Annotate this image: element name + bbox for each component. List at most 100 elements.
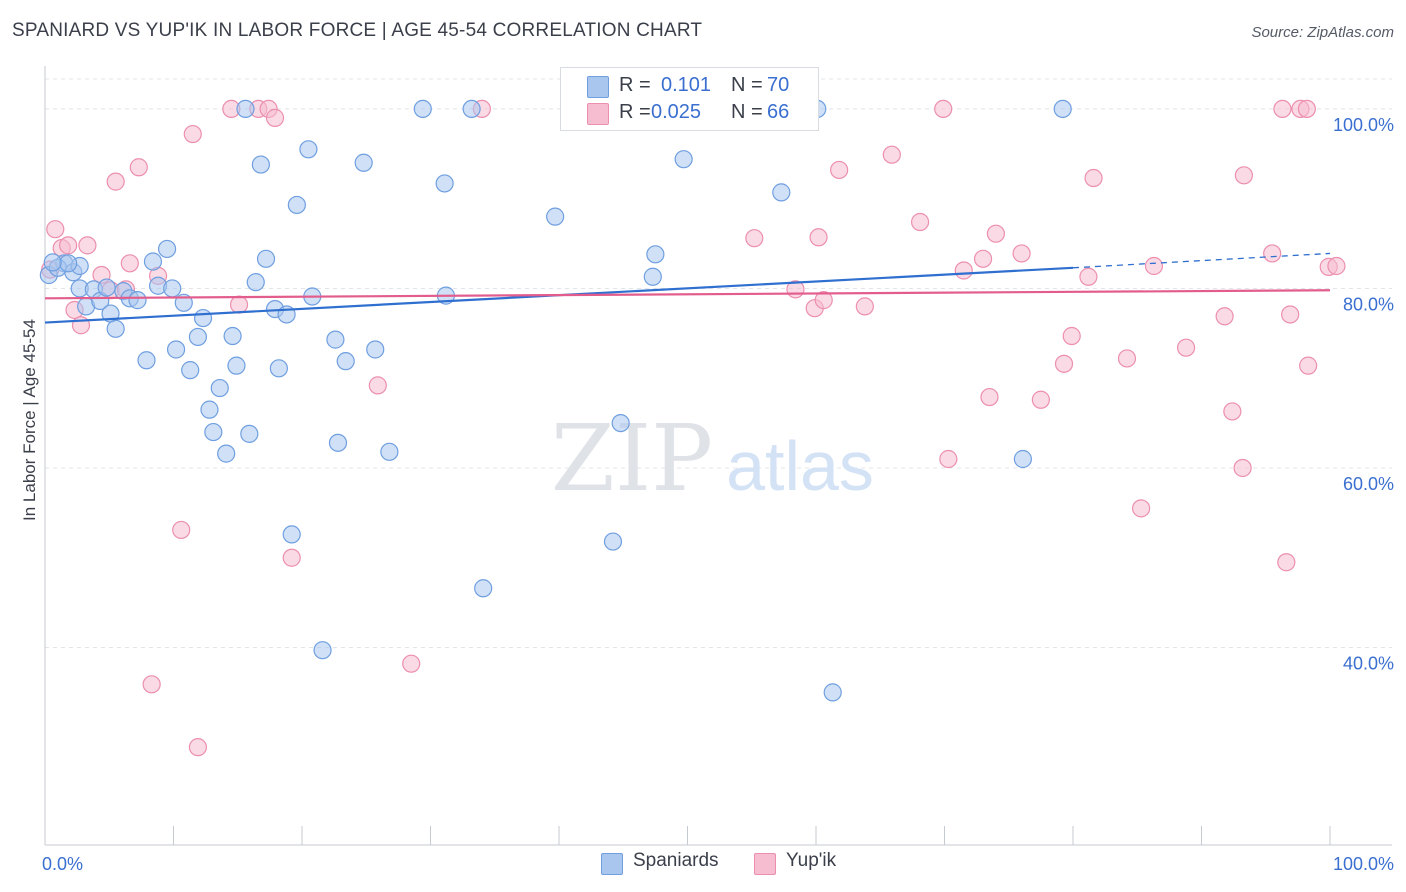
- yupik-point: [188, 738, 208, 757]
- spaniards-point: [354, 153, 373, 172]
- x-tick-label-min: 0.0%: [42, 854, 83, 874]
- yupik-point: [1079, 267, 1098, 286]
- yupik-point: [142, 675, 161, 694]
- yupik-point: [855, 297, 874, 316]
- spaniards-trend-extension: [1072, 252, 1331, 269]
- spaniards-point: [313, 641, 332, 660]
- spaniards-swatch: [587, 76, 609, 98]
- yupik-n-value: 66: [767, 101, 790, 123]
- yupik-point: [830, 160, 849, 180]
- yupik-point: [1273, 99, 1292, 119]
- yupik-point: [1215, 307, 1234, 326]
- spaniards-point: [59, 254, 78, 273]
- yupik-point: [1223, 402, 1242, 421]
- spaniards-point: [210, 378, 229, 398]
- yupik-point: [78, 236, 97, 255]
- yupik-point: [745, 229, 764, 248]
- spaniards-point: [251, 155, 270, 174]
- yupik-point: [1234, 166, 1254, 185]
- spaniards-point: [204, 422, 223, 442]
- yupik-point: [1054, 354, 1074, 373]
- spaniards-point: [643, 267, 662, 286]
- spaniards-point: [200, 400, 219, 419]
- trend-lines: [44, 252, 1331, 324]
- yupik-legend-label: Yup'ik: [786, 850, 837, 871]
- spaniards-point: [462, 99, 481, 119]
- spaniards-point: [246, 273, 265, 292]
- yupik-point: [265, 108, 285, 127]
- spaniards-point: [181, 361, 200, 380]
- yupik-point: [46, 220, 65, 239]
- spaniards-point: [223, 326, 242, 346]
- yupik-point: [282, 548, 301, 567]
- spaniards-point: [646, 245, 665, 264]
- tick-labels: 40.0% 60.0% 80.0% 100.0% 0.0% 100.0%: [42, 115, 1394, 874]
- spaniards-point: [240, 424, 259, 443]
- spaniards-point: [106, 319, 125, 338]
- spaniards-point: [269, 359, 288, 378]
- spaniards-legend-label: Spaniards: [633, 850, 719, 871]
- watermark-zip: ZIP: [551, 405, 713, 512]
- yupik-point: [939, 449, 958, 469]
- spaniards-point: [546, 207, 565, 226]
- axes: [44, 66, 1392, 846]
- yupik-point: [954, 261, 973, 280]
- yupik-point: [809, 228, 828, 247]
- spaniards-point: [413, 99, 432, 119]
- gridlines: [45, 78, 1392, 649]
- spaniards-point: [287, 195, 306, 215]
- spaniards-point: [474, 579, 493, 598]
- y-tick-label: 60.0%: [1343, 474, 1394, 494]
- spaniards-point: [435, 174, 454, 193]
- yupik-point: [1062, 326, 1081, 346]
- spaniards-point: [97, 278, 116, 297]
- source-label: Source: ZipAtlas.com: [1251, 24, 1394, 41]
- correlation-legend: R = 0.101 N = 70 R = 0.025 N = 66: [560, 67, 819, 131]
- yupik-point: [129, 158, 148, 177]
- yupik-point: [934, 99, 953, 119]
- spaniards-point: [611, 413, 630, 433]
- yupik-point: [1299, 356, 1318, 375]
- spaniards-point: [1013, 449, 1032, 469]
- spaniards-point: [603, 532, 623, 551]
- spaniards-point: [326, 330, 345, 349]
- yupik-point: [172, 520, 191, 540]
- spaniards-point: [166, 340, 186, 359]
- yupik-point: [368, 376, 387, 395]
- spaniards-point: [823, 683, 842, 702]
- yupik-point: [1132, 499, 1151, 518]
- spaniards-point: [328, 433, 348, 452]
- yupik-point: [1263, 244, 1282, 263]
- yupik-point: [1233, 458, 1252, 478]
- spaniards-point: [188, 327, 208, 347]
- yupik-point: [1012, 244, 1031, 263]
- spaniards-point: [43, 253, 62, 272]
- yupik-point: [1031, 390, 1050, 409]
- spaniards-point: [137, 351, 156, 370]
- yupik-point: [1297, 99, 1316, 119]
- legend-n-label: N =: [731, 101, 763, 123]
- yupik-point: [973, 249, 993, 268]
- spaniards-point: [163, 279, 182, 298]
- spaniards-legend-swatch: [601, 853, 623, 875]
- yupik-point: [882, 145, 901, 164]
- yupik-point: [910, 212, 930, 232]
- spaniards-n-value: 70: [767, 74, 790, 96]
- yupik-point: [1144, 256, 1164, 276]
- y-axis-label: In Labor Force | Age 45-54: [20, 319, 39, 521]
- yupik-points: [41, 99, 1346, 757]
- legend-n-label: N =: [731, 74, 763, 96]
- yupik-point: [980, 387, 999, 407]
- y-tick-label: 80.0%: [1343, 294, 1394, 314]
- yupik-swatch: [587, 103, 609, 125]
- chart-title: SPANIARD VS YUP'IK IN LABOR FORCE | AGE …: [12, 20, 703, 41]
- spaniards-point: [380, 442, 399, 461]
- spaniards-point: [299, 140, 318, 159]
- yupik-point: [986, 224, 1006, 243]
- yupik-point: [1277, 553, 1296, 572]
- spaniards-point: [366, 340, 385, 359]
- y-tick-label: 40.0%: [1343, 654, 1394, 674]
- yupik-trend-line: [44, 289, 1331, 300]
- legend-r-label: R =: [619, 101, 651, 123]
